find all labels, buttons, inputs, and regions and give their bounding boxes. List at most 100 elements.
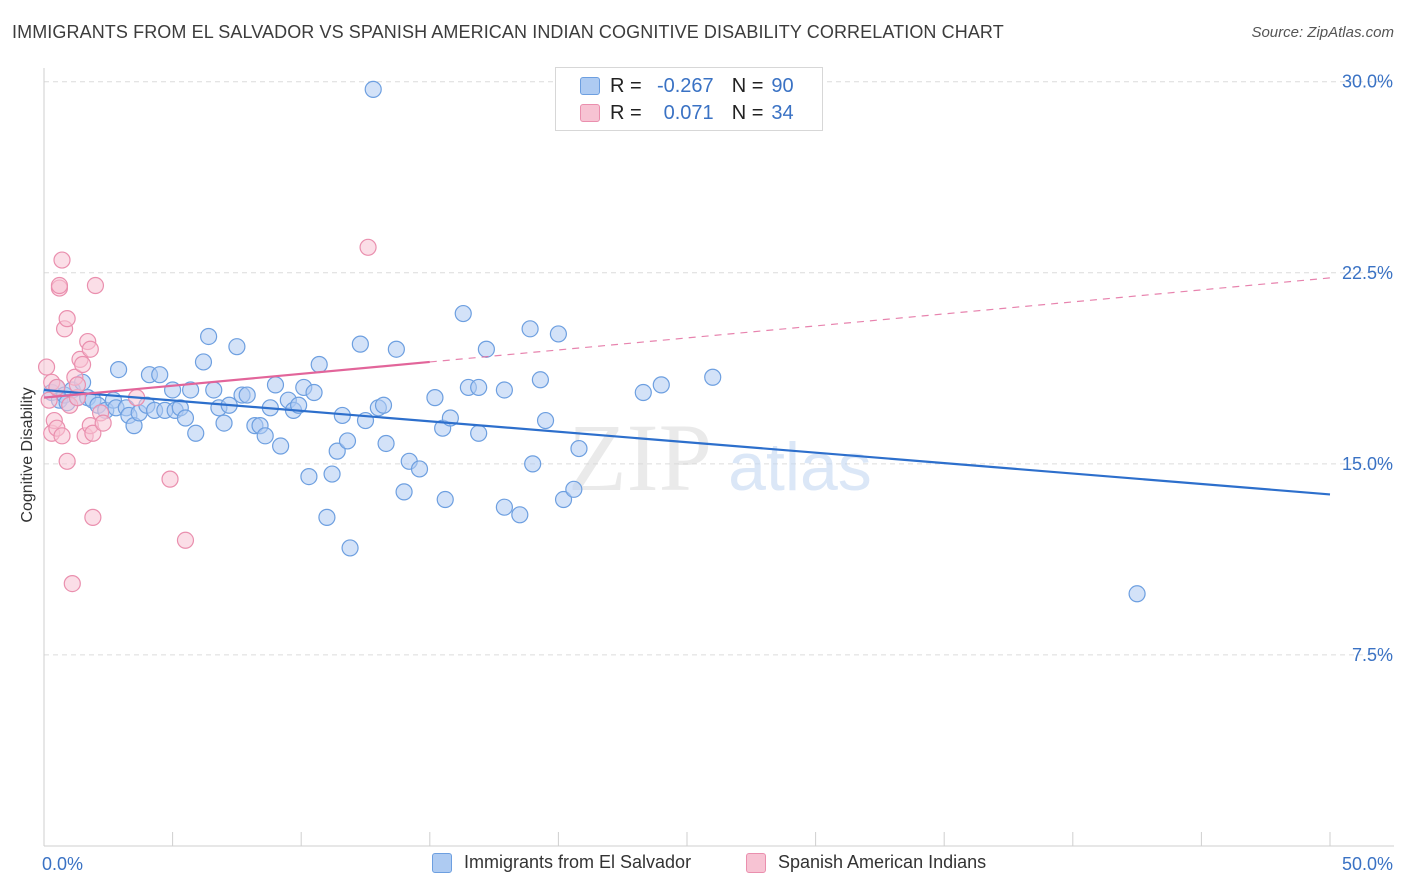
point-spanish-american-indian (161, 470, 179, 488)
legend-r-label: R = (610, 74, 642, 97)
point-el-salvador (305, 383, 323, 402)
legend-swatch-pink (746, 852, 766, 873)
legend-row-blue: R = -0.267 N = 90 (580, 73, 794, 99)
point-spanish-american-indian (53, 427, 71, 445)
point-el-salvador (328, 442, 346, 460)
trend-lines (43, 277, 1331, 496)
legend-n-label: N = (731, 74, 764, 97)
point-el-salvador (652, 376, 670, 394)
chart-title: IMMIGRANTS FROM EL SALVADOR VS SPANISH A… (12, 22, 1004, 42)
point-el-salvador (272, 437, 290, 455)
point-el-salvador (323, 465, 341, 483)
point-el-salvador (238, 386, 256, 404)
point-spanish-american-indian (58, 310, 76, 328)
tick-labels: 7.5% 15.0% 22.5% 30.0% 0.0% 50.0% (42, 72, 1393, 874)
legend-row-pink: R = 0.071 N = 34 (580, 100, 794, 126)
stats-legend: R = -0.267 N = 90 R = 0.071 N = 34 (555, 67, 823, 131)
point-el-salvador (554, 490, 573, 509)
point-el-salvador (531, 371, 549, 389)
legend-swatch-blue (432, 852, 452, 873)
point-el-salvador (338, 432, 357, 450)
point-spanish-american-indian (86, 276, 105, 295)
point-el-salvador (205, 381, 223, 399)
point-spanish-american-indian (37, 358, 56, 376)
point-el-salvador (182, 381, 200, 399)
point-el-salvador (570, 439, 588, 458)
point-el-salvador (536, 411, 555, 430)
y-tick-label: 15.0% (1342, 454, 1393, 474)
point-el-salvador (377, 434, 395, 453)
point-spanish-american-indian (84, 508, 102, 526)
point-spanish-american-indian (359, 238, 377, 256)
point-el-salvador (318, 508, 336, 526)
point-el-salvador (228, 338, 246, 356)
legend-label-spanish-american-indians: Spanish American Indians (778, 852, 987, 872)
point-el-salvador (634, 383, 652, 402)
legend-label-salvador: Immigrants from El Salvador (464, 852, 692, 872)
point-spanish-american-indian (81, 340, 99, 358)
point-el-salvador (300, 467, 318, 486)
trend-line-spanish-american-indians-extension (429, 277, 1331, 363)
point-el-salvador (511, 506, 529, 524)
bottom-legend: Immigrants from El Salvador Spanish Amer… (0, 852, 1406, 876)
trend-line-el-salvador (43, 388, 1331, 496)
legend-swatch-pink (580, 104, 600, 122)
watermark: ZIP atlas (568, 404, 872, 511)
point-spanish-american-indian (94, 414, 112, 432)
point-el-salvador (109, 360, 128, 379)
point-el-salvador (524, 455, 542, 473)
point-el-salvador (704, 368, 722, 386)
point-el-salvador (176, 409, 195, 427)
point-spanish-american-indian (63, 574, 81, 593)
watermark-zip: ZIP (568, 404, 712, 511)
point-el-salvador (426, 389, 444, 407)
point-el-salvador (395, 483, 413, 501)
point-el-salvador (310, 355, 328, 374)
point-spanish-american-indian (53, 251, 71, 269)
legend-n-value: 34 (771, 101, 794, 124)
y-tick-label: 30.0% (1342, 72, 1393, 92)
point-el-salvador (477, 340, 495, 358)
legend-r-value: -0.267 (656, 74, 714, 97)
data-points (37, 80, 1146, 603)
point-el-salvador (351, 335, 369, 353)
point-el-salvador (387, 340, 405, 358)
point-el-salvador (565, 480, 583, 498)
legend-r-value: 0.071 (663, 101, 714, 124)
point-el-salvador (374, 396, 393, 414)
watermark-atlas: atlas (728, 429, 872, 505)
point-el-salvador (1128, 585, 1146, 603)
point-el-salvador (215, 414, 233, 432)
point-el-salvador (436, 490, 454, 509)
point-spanish-american-indian (73, 355, 92, 374)
legend-n-label: N = (731, 101, 764, 124)
point-el-salvador (495, 381, 513, 399)
legend-r-label: R = (610, 101, 642, 124)
point-spanish-american-indian (176, 531, 195, 549)
point-el-salvador (470, 424, 488, 442)
point-el-salvador (470, 378, 488, 397)
legend-swatch-blue (580, 77, 600, 95)
point-spanish-american-indian (58, 452, 76, 470)
point-el-salvador (200, 327, 218, 346)
point-el-salvador (521, 320, 539, 338)
point-el-salvador (187, 424, 205, 442)
point-el-salvador (266, 376, 285, 394)
point-spanish-american-indian (48, 378, 66, 397)
x-tick-label: 50.0% (1342, 854, 1393, 874)
point-spanish-american-indian (84, 424, 102, 442)
point-el-salvador (410, 460, 429, 478)
point-el-salvador (256, 427, 274, 445)
gridlines (44, 81, 1394, 656)
point-spanish-american-indian (68, 376, 87, 394)
point-el-salvador (549, 325, 568, 343)
point-el-salvador (151, 366, 169, 384)
y-axis-label: Cognitive Disability (19, 387, 36, 523)
point-el-salvador (495, 498, 513, 516)
axes (43, 68, 1394, 847)
point-el-salvador (364, 80, 382, 98)
point-el-salvador (341, 539, 359, 557)
bottom-legend-item-spanish-american-indians: Spanish American Indians (746, 852, 986, 873)
point-el-salvador (194, 353, 213, 371)
